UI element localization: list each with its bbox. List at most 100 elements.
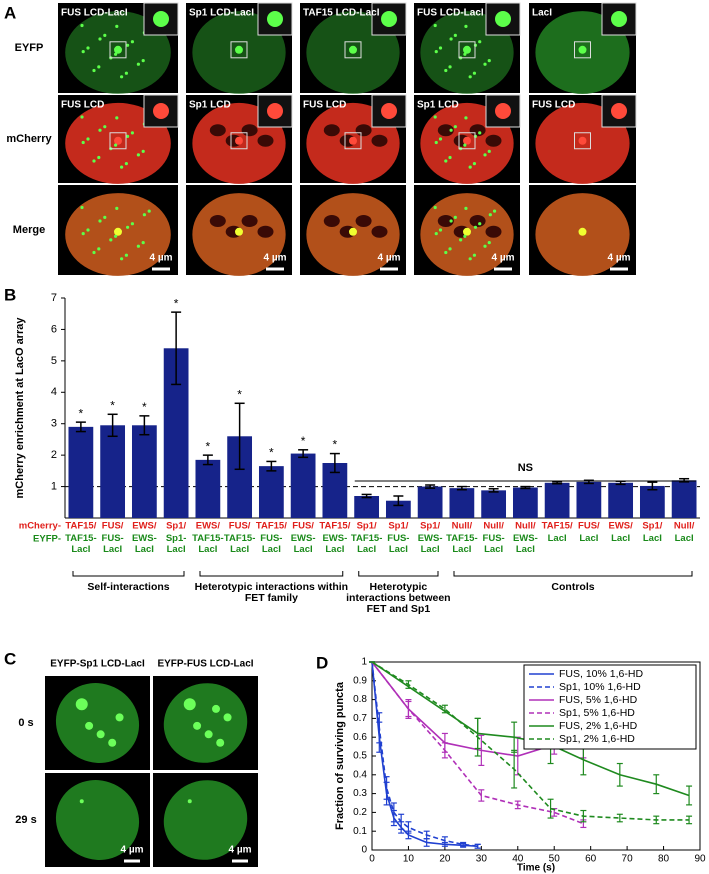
punctum (136, 153, 140, 157)
y-axis-label: mCherry enrichment at LacO array (14, 317, 26, 499)
cell-label: Sp1 LCD-LacI (189, 8, 254, 19)
group-label: Heterotypic interactions between FET and… (346, 581, 451, 615)
punctum (433, 205, 437, 210)
row-label: mCherry- (19, 521, 61, 532)
punctum (463, 234, 467, 238)
y-tick-label: 5 (51, 355, 57, 367)
punctum (449, 128, 453, 132)
bar (258, 466, 284, 518)
inset-spot (495, 11, 511, 27)
category-label-eyfp: FUS-LacI (260, 533, 283, 555)
punctum (463, 143, 467, 147)
y-tick-label: 0 (361, 845, 367, 856)
category-label-eyfp: LacI (579, 533, 599, 544)
array-spot (235, 45, 243, 54)
cell-label: FUS LCD (532, 100, 575, 111)
error-bar (329, 452, 340, 474)
bar (481, 490, 507, 518)
group-label: Controls (551, 581, 595, 593)
error-bar (514, 800, 521, 810)
array-spot (578, 227, 587, 236)
punctum (478, 131, 482, 135)
error-bar (390, 802, 397, 823)
punctum (80, 115, 84, 119)
punctum (212, 704, 220, 713)
bar (131, 425, 157, 518)
x-tick-label: 0 (369, 854, 375, 865)
significance-label: * (174, 296, 179, 310)
punctum (444, 250, 448, 255)
cell-label: TAF15 LCD-LacI (303, 8, 380, 19)
error-bar (456, 485, 467, 491)
group-bracket (199, 571, 344, 577)
punctum (464, 206, 468, 210)
y-tick-label: 1 (361, 657, 367, 668)
panel-letter: C (4, 649, 16, 668)
legend-label: Sp1, 2% 1,6-HD (559, 733, 635, 745)
error-bar (383, 776, 390, 800)
inset (371, 94, 407, 128)
ns-label: NS (518, 462, 533, 474)
array-spot (463, 136, 471, 145)
punctum (120, 75, 124, 79)
nucleolus (257, 134, 274, 147)
punctum (96, 730, 105, 739)
punctum (126, 225, 130, 229)
punctum (124, 253, 128, 257)
punctum (487, 149, 491, 153)
category-label: EWS/ (608, 521, 633, 532)
scale-bar-label: 4 µm (150, 253, 173, 264)
category-label-eyfp: FUS-LacI (101, 533, 124, 555)
error-bar (405, 680, 412, 689)
category-label-eyfp: LacI (642, 533, 662, 544)
y-axis-label: Fraction of surviving puncta (334, 681, 346, 830)
inset-spot (267, 103, 283, 119)
category-label: EWS/ (196, 521, 221, 532)
category-label-eyfp: TAF15-LacI (446, 533, 478, 555)
punctum (114, 234, 118, 238)
scale-bar-label: 4 µm (264, 253, 287, 264)
category-label: Null/ (452, 521, 473, 532)
roi-box (458, 132, 476, 150)
punctum (468, 75, 472, 79)
punctum (114, 143, 118, 147)
y-tick-label: 3 (51, 418, 57, 430)
nucleolus (323, 124, 340, 137)
nucleolus (241, 124, 258, 137)
punctum (449, 37, 453, 41)
punctum (124, 162, 128, 166)
group-label: Self-interactions (87, 581, 170, 593)
punctum (114, 52, 118, 56)
group-label: Heterotypic interactions within FET fami… (194, 581, 349, 604)
scale-bar-label: 4 µm (121, 845, 144, 856)
y-tick-label: 6 (51, 323, 57, 335)
nucleolus (437, 215, 454, 227)
error-bar (423, 830, 430, 840)
array-spot (235, 136, 243, 145)
punctum (81, 140, 85, 145)
group-bracket (72, 571, 185, 577)
x-tick-label: 90 (694, 854, 706, 865)
punctum (120, 257, 124, 261)
error-bar (393, 495, 404, 507)
category-label-eyfp: LacI (674, 533, 694, 544)
nucleolus (355, 124, 372, 137)
row-label: EYFP (15, 42, 44, 54)
error-bar (653, 774, 660, 795)
legend-box (523, 664, 697, 750)
punctum (438, 137, 443, 141)
error-bar (547, 798, 554, 819)
cell-label: FUS LCD (61, 100, 104, 111)
punctum (103, 33, 107, 38)
error-bar (298, 449, 309, 459)
significance-label: * (79, 406, 84, 420)
punctum (115, 116, 119, 120)
punctum (136, 62, 140, 66)
x-tick-label: 20 (439, 854, 451, 865)
punctum (434, 232, 438, 236)
error-bar (441, 704, 448, 714)
category-label: EWS/ (132, 521, 157, 532)
series-line (371, 661, 690, 821)
row-label: EYFP- (33, 534, 61, 545)
